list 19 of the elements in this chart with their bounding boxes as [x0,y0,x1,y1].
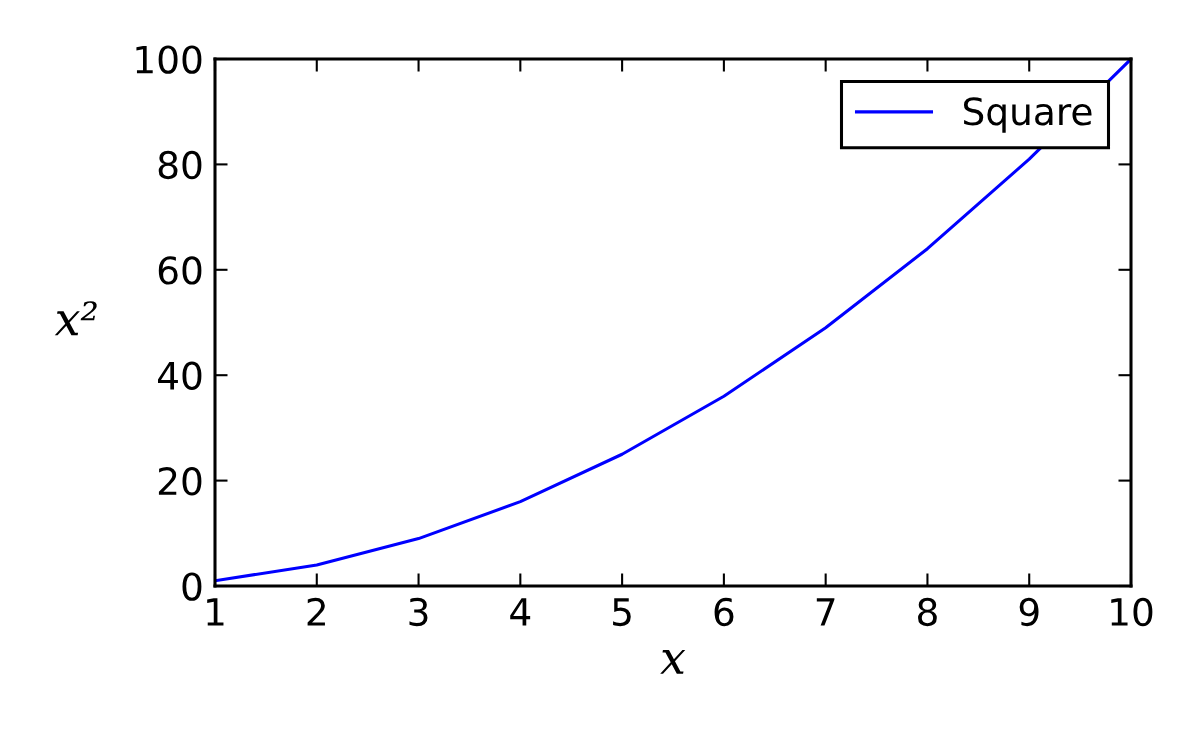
x-tick-label: 2 [307,597,325,626]
x-tick-label: 8 [918,597,937,627]
x-tick-label: 3 [409,597,428,627]
x-tick-label: 6 [714,597,734,627]
x-tick-label: 5 [613,598,631,627]
legend-label: Square [963,97,1092,133]
x-axis-title: x [660,650,686,674]
x-tick-label: 9 [1019,597,1039,627]
y-tick-label: 20 [158,467,202,496]
y-tick-label: 60 [158,256,202,285]
x-tick-label: 1 [207,598,224,626]
x-tick-label: 4 [510,598,531,626]
y-tick-label: 0 [182,572,202,601]
x-tick-label: 7 [816,598,835,626]
y-tick-label: 80 [158,150,202,180]
y-axis-title: x² [54,301,97,336]
y-tick-label: 40 [158,361,202,390]
x-tick-label: 10 [1111,597,1153,627]
y-tick-label: 100 [136,45,202,74]
